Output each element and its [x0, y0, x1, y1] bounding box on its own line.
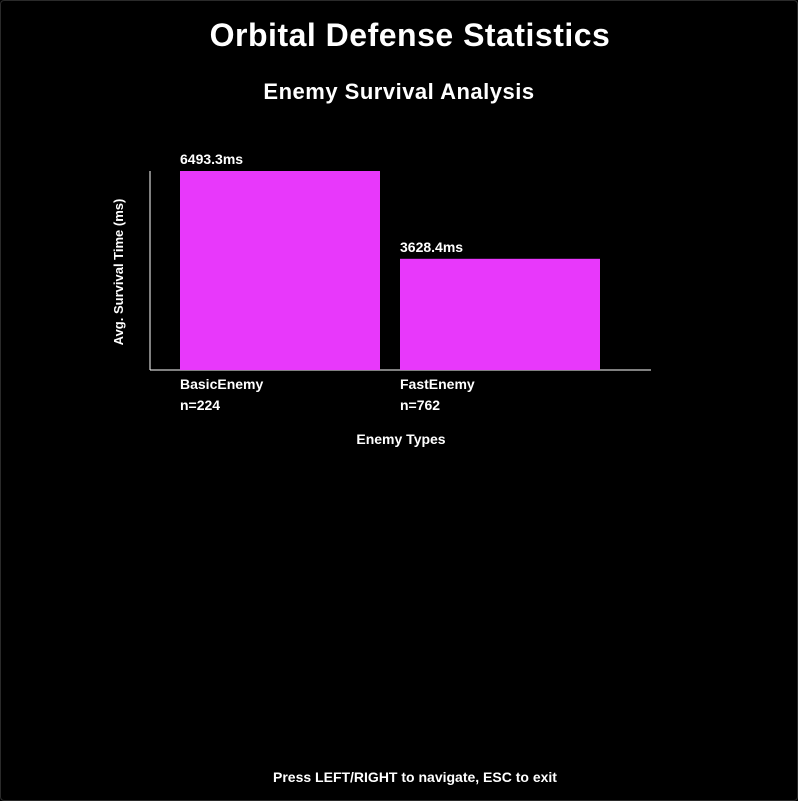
chart-title: Enemy Survival Analysis: [263, 79, 535, 104]
sample-size-label: n=224: [180, 397, 220, 413]
navigation-hint: Press LEFT/RIGHT to navigate, ESC to exi…: [273, 769, 557, 785]
bar-BasicEnemy: [180, 171, 380, 370]
category-label: BasicEnemy: [180, 376, 263, 392]
sample-size-label: n=762: [400, 397, 440, 413]
y-axis-label: Avg. Survival Time (ms): [111, 199, 126, 346]
bar-FastEnemy: [400, 258, 600, 370]
screen-title: Orbital Defense Statistics: [209, 17, 611, 53]
x-axis-label: Enemy Types: [356, 431, 445, 447]
bar-value-label: 6493.3ms: [180, 151, 243, 167]
bar-value-label: 3628.4ms: [400, 239, 463, 255]
category-label: FastEnemy: [400, 376, 475, 392]
